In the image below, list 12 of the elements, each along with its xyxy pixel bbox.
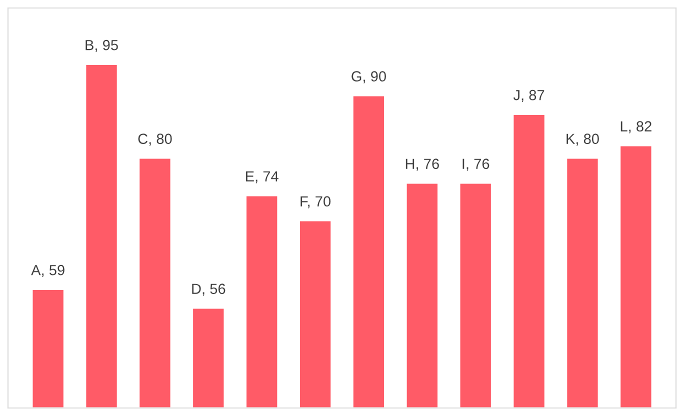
- data-label: K, 80: [566, 134, 599, 146]
- data-label: L, 82: [620, 121, 652, 134]
- data-label: G, 90: [352, 71, 386, 84]
- data-label: B, 95: [86, 40, 118, 52]
- data-label: D, 56: [192, 284, 226, 296]
- data-label: F, 70: [300, 196, 331, 208]
- data-label: C, 80: [138, 134, 172, 146]
- data-label: I, 76: [462, 158, 490, 171]
- data-label: E, 74: [246, 171, 278, 184]
- data-label: H, 76: [406, 158, 439, 171]
- data-label: A, 59: [31, 264, 64, 277]
- data-label: J, 87: [513, 90, 544, 102]
